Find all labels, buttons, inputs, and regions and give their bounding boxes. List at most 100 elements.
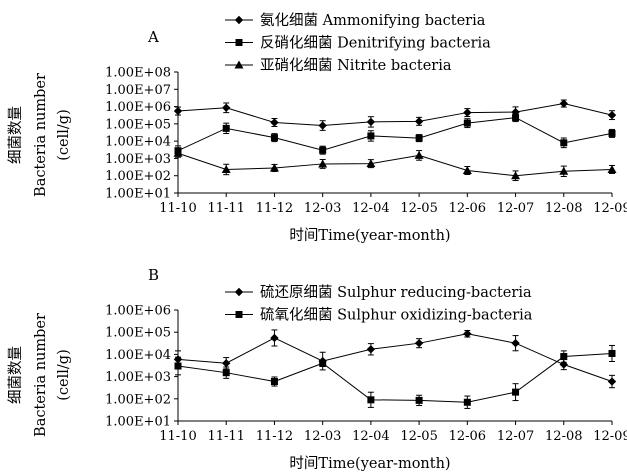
panel-a-series-1-point	[366, 117, 376, 127]
panel-b-label: B	[148, 266, 159, 284]
panel-b-y-tick-label: 1.00E+06	[105, 304, 171, 319]
panel-a-y-tick-label: 1.00E+08	[105, 66, 171, 81]
panel-b-ylabel-line-3: (cell/g)	[56, 349, 72, 400]
panel-b-y-tick-label: 1.00E+02	[105, 392, 171, 407]
panel-a-x-tick-label: 12-06	[449, 201, 486, 216]
panel-a-series-3-point	[173, 148, 183, 157]
panel-b-x-tick-label: 12-07	[497, 429, 534, 444]
panel-a-series-3-line	[177, 152, 613, 177]
panel-a-y-tick-label: 1.00E+05	[105, 117, 171, 132]
panel-a-legend-label: 氨化细菌 Ammonifying bacteria	[260, 12, 486, 29]
panel-a-y-tick-label: 1.00E+04	[105, 135, 171, 150]
panel-a-series-3-point	[414, 150, 424, 159]
panel-a-xlabel: 时间Time(year-month)	[289, 227, 450, 244]
panel-b-x-tick-label: 12-08	[545, 429, 582, 444]
panel-a-x-tick-label: 11-10	[159, 201, 196, 216]
panel-b-series-1-point	[222, 359, 231, 368]
panel-a-ylabel-line-2: Bacteria number	[33, 73, 49, 197]
panel-b-series-1-point	[463, 329, 472, 338]
panel-b-series-2-point	[367, 396, 375, 404]
panel-a: A 细菌数量 Bacteria number (cell/g) 时间Time(y…	[7, 12, 627, 244]
panel-a-series-1-point	[559, 99, 568, 108]
panel-b-series-1-point	[607, 377, 617, 386]
panel-b-legend-label: 硫还原细菌 Sulphur reducing-bacteria	[260, 284, 532, 301]
panel-a-x-tick-label: 12-03	[304, 201, 341, 216]
panel-a-series-2-line	[177, 117, 613, 152]
panel-a-series-1-point	[270, 118, 279, 127]
panel-a-legend-marker	[234, 15, 244, 25]
panel-a-series-2-point	[512, 114, 520, 122]
panel-b-x-tick-label: 12-03	[304, 429, 341, 444]
panel-a-series-2-point	[222, 124, 230, 132]
panel-a-series-1-line	[177, 103, 613, 127]
panel-a-x-tick-label: 12-07	[497, 201, 534, 216]
panel-b-x-tick-label: 11-12	[256, 429, 293, 444]
panel-b-series-2-point	[512, 388, 520, 396]
panel-a-series-3-point	[559, 166, 569, 175]
panel-b-ylabel-line-1: 细菌数量	[7, 346, 24, 404]
panel-a-series-2-point	[367, 132, 375, 140]
panel-b-series-2-point	[319, 359, 327, 367]
panel-b-legend-label: 硫氧化细菌 Sulphur oxidizing-bacteria	[260, 307, 533, 324]
panel-a-series-2-point	[608, 129, 616, 137]
panel-b-series-1-point	[511, 338, 520, 348]
panel-b-series-2-point	[560, 353, 568, 361]
panel-b-y-tick-label: 1.00E+05	[105, 326, 171, 341]
panel-b-series-1-point	[270, 333, 279, 343]
panel-b-x-tick-label: 12-06	[449, 429, 486, 444]
panel-a-series-1-point	[414, 117, 424, 126]
panel-a-legend-marker	[235, 39, 243, 46]
panel-b-legend-marker	[235, 311, 243, 318]
panel-a-series-1-point	[222, 103, 231, 112]
panel-a-x-tick-label: 11-11	[207, 201, 244, 216]
panel-b-series-2-point	[415, 396, 423, 404]
panel-a-series-1-point	[173, 106, 183, 116]
panel-b-y-tick-label: 1.00E+03	[105, 370, 171, 385]
panel-a-series-3-point	[511, 171, 521, 180]
panel-a-series-1-point	[463, 108, 472, 117]
panel-b-series-2-point	[174, 362, 182, 370]
panel-a-series-2-point	[319, 146, 327, 154]
panel-b-xlabel: 时间Time(year-month)	[289, 455, 450, 472]
panel-b-legend-marker	[234, 287, 244, 297]
panel-a-y-tick-label: 1.00E+06	[105, 100, 171, 115]
panel-b-y-tick-label: 1.00E+04	[105, 348, 171, 363]
panel-a-x-tick-label: 12-05	[400, 201, 437, 216]
panel-b-series-1-line	[177, 333, 613, 382]
panel-b-x-tick-label: 12-05	[400, 429, 437, 444]
panel-b-x-tick-label: 11-11	[207, 429, 244, 444]
panel-a-legend-marker	[234, 60, 244, 69]
panel-a-series-3-point	[462, 166, 472, 175]
panel-a-series-2-point	[270, 134, 278, 142]
panel-a-series-2-point	[415, 134, 423, 142]
panel-a-series-1-point	[607, 110, 617, 120]
panel-a-y-tick-label: 1.00E+02	[105, 169, 171, 184]
panel-a-series-2-point	[463, 119, 471, 127]
panel-b-x-tick-label: 12-04	[352, 429, 389, 444]
panel-a-series-3-point	[318, 159, 328, 168]
panel-b-series-2-point	[463, 398, 471, 406]
panel-b-x-tick-label: 11-10	[159, 429, 196, 444]
panel-a-series-2-point	[560, 139, 568, 147]
panel-a-y-tick-label: 1.00E+03	[105, 152, 171, 167]
panel-a-series-3-point	[366, 159, 376, 168]
panel-b-series-2-point	[270, 378, 278, 386]
panel-a-legend-label: 亚硝化细菌 Nitrite bacteria	[260, 57, 452, 74]
panel-a-series-3-point	[269, 163, 279, 172]
panel-a-series-3-point	[221, 164, 231, 173]
panel-b-series-1-point	[366, 345, 376, 354]
panel-b-series-2-point	[608, 349, 616, 357]
panel-a-series-3-point	[607, 164, 617, 173]
panel-a-x-tick-label: 12-08	[545, 201, 582, 216]
panel-b-series-1-point	[414, 338, 424, 348]
panel-b: B 细菌数量 Bacteria number (cell/g) 时间Time(y…	[7, 266, 627, 472]
panel-a-label: A	[147, 28, 159, 46]
panel-a-ylabel-line-1: 细菌数量	[7, 106, 24, 164]
panel-a-x-tick-label: 12-04	[352, 201, 389, 216]
panel-b-ylabel-line-2: Bacteria number	[33, 313, 49, 437]
panel-b-series-2-point	[222, 369, 230, 377]
panel-b-series-2-line	[177, 352, 613, 403]
panel-a-legend-label: 反硝化细菌 Denitrifying bacteria	[260, 35, 491, 52]
panel-b-series-1-point	[559, 360, 568, 369]
